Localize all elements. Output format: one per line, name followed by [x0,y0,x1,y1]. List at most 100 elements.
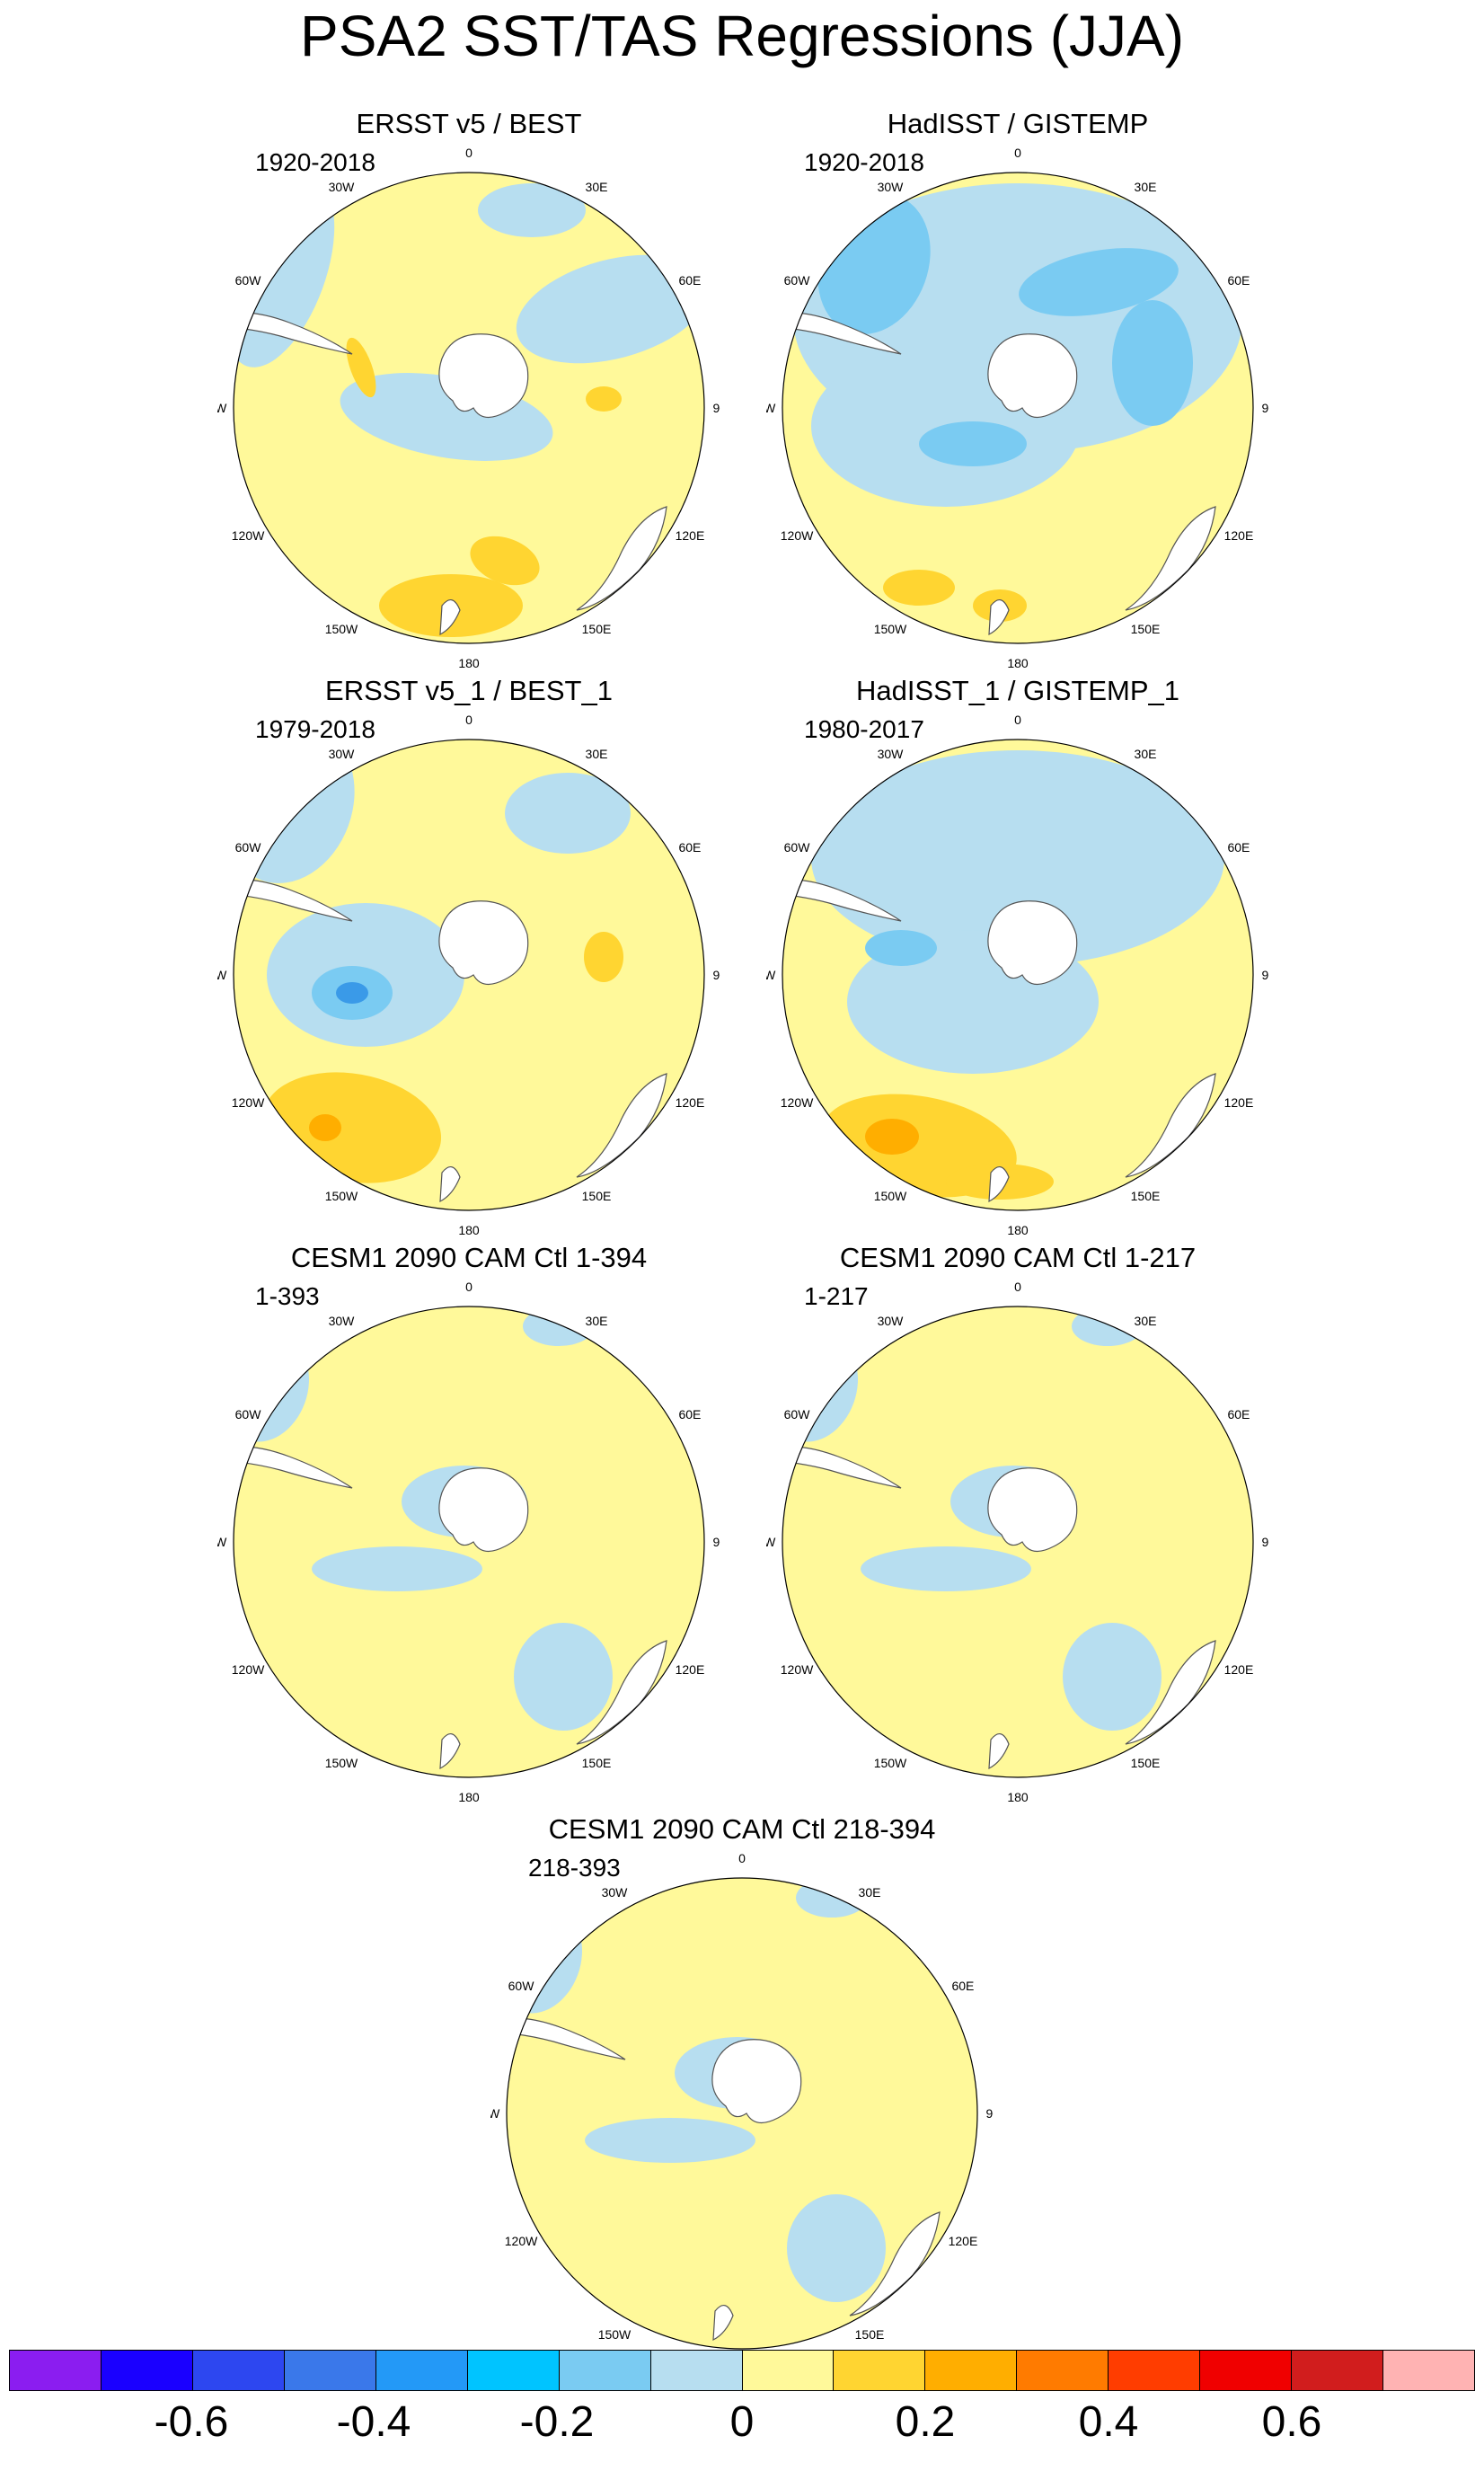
longitude-label: 60W [235,273,262,288]
longitude-label: 120E [1224,1095,1254,1110]
longitude-label: 90W [217,968,227,982]
land-mask [234,740,667,1203]
longitude-label: 30W [878,180,905,194]
colorbar-label: 0 [729,2398,755,2446]
field-layer [782,1307,1253,1777]
longitude-label: 60W [235,1407,262,1422]
longitude-label: 30W [878,1314,905,1328]
longitude-label: 60E [951,1979,974,1993]
anomaly-region [1063,1623,1162,1731]
colorbar-swatch [559,2351,651,2390]
australia [576,506,667,611]
colorbar-swatch [467,2351,560,2390]
anomaly-region [470,536,540,586]
longitude-label: 60E [1227,273,1250,288]
longitude-label: 0 [1014,713,1021,727]
longitude-label: 60E [678,840,701,855]
longitude-label: 30E [586,1314,608,1328]
longitude-label: 180 [1007,656,1029,670]
longitude-label: 120W [781,528,814,543]
map-panel-cesm1-1-394: CESM1 2090 CAM Ctl 1-394 1-393 0 30E 60E 90… [217,1240,720,1815]
anomaly-region [312,1546,482,1591]
longitude-label: 150E [855,2327,885,2342]
longitude-label: 0 [738,1851,746,1865]
longitude-label: 30W [329,1314,356,1328]
longitude-label: 150E [1131,1189,1161,1203]
anomaly-region [1072,1307,1144,1346]
longitude-label: 30E [586,180,608,194]
anomaly-region [516,254,704,364]
panel-period: 1979-2018 [255,715,375,743]
south-america [234,879,353,922]
colorbar-swatch [192,2351,285,2390]
australia [849,2211,941,2316]
panel-period: 1920-2018 [255,148,375,176]
longitude-label: 90W [766,968,776,982]
longitude-label: 120E [676,1662,705,1677]
australia [1125,506,1216,611]
map-panel-ersst-best-1: ERSST v5_1 / BEST_1 1979-2018 0 30E 60E 90E… [217,673,720,1248]
colorbar-swatch [101,2351,193,2390]
new-zealand [988,1733,1010,1770]
longitude-label: 150E [582,622,612,636]
longitude-label: 90W [217,1535,227,1549]
field-layer [234,740,704,1210]
panel-title: CESM1 2090 CAM Ctl 1-394 [290,1242,648,1273]
south-america [782,1446,902,1489]
longitude-label: 60E [678,1407,701,1422]
colorbar-label: -0.6 [154,2398,229,2446]
longitude-label: 90E [986,2106,994,2121]
anomaly-region [586,386,622,412]
longitude-label: 150W [325,622,358,636]
south-america [782,312,902,355]
new-zealand [988,599,1010,636]
australia [576,1640,667,1745]
anomaly-region [919,421,1027,466]
longitude-label: 150W [325,1756,358,1770]
antarctica [438,900,529,985]
polar-map: 0 30E 60E 90E 120E 150E 180 150W 120W 90W 60W 30W [217,1280,720,1804]
polar-map: 0 30E 60E 90E 120E 150E 180 150W 120W 90W 60W 30W [766,1280,1269,1804]
anomaly-region [309,1114,341,1141]
longitude-label: 150W [598,2327,632,2342]
longitude-label: 60E [678,273,701,288]
south-america [234,1446,353,1489]
longitude-label: 30E [859,1885,881,1900]
longitude-label: 150E [1131,1756,1161,1770]
new-zealand [439,599,461,636]
australia [1125,1073,1216,1178]
antarctica [438,333,529,418]
longitude-label: 120W [232,1662,265,1677]
longitude-label: 120W [781,1095,814,1110]
anomaly-region [585,2118,755,2163]
panel-title: HadISST / GISTEMP [887,108,1149,139]
field-layer [234,1307,704,1777]
longitude-label: 30E [1135,180,1157,194]
map-panel-cesm1-218-394: CESM1 2090 CAM Ctl 218-394 218-393 0 30E 6… [490,1811,994,2387]
anomaly-region [478,183,586,237]
panel-title: HadISST_1 / GISTEMP_1 [855,675,1180,706]
new-zealand [439,1733,461,1770]
longitude-label: 30W [329,180,356,194]
longitude-label: 60E [1227,1407,1250,1422]
field-layer [782,173,1253,643]
anomaly-region [883,570,955,606]
longitude-label: 90W [490,2106,500,2121]
map-boundary [782,172,1254,644]
longitude-label: 0 [465,1280,473,1294]
colorbar-label: -0.4 [336,2398,411,2446]
longitude-label: 30W [878,747,905,761]
colorbar-swatch [925,2351,1018,2390]
longitude-label: 30E [1135,1314,1157,1328]
longitude-label: 180 [458,656,480,670]
anomaly-region [811,750,1224,966]
anomaly-region [346,337,376,398]
longitude-label: 0 [465,146,473,160]
longitude-label: 120E [949,2234,978,2248]
figure-title: PSA2 SST/TAS Regressions (JJA) [300,4,1184,68]
colorbar-swatch [1292,2351,1384,2390]
longitude-label: 60W [784,273,811,288]
longitude-label: 150E [582,1756,612,1770]
anomaly-region [1019,248,1179,316]
map-panel-cesm1-1-217: CESM1 2090 CAM Ctl 1-217 1-217 0 30E 60E 90… [766,1240,1269,1815]
